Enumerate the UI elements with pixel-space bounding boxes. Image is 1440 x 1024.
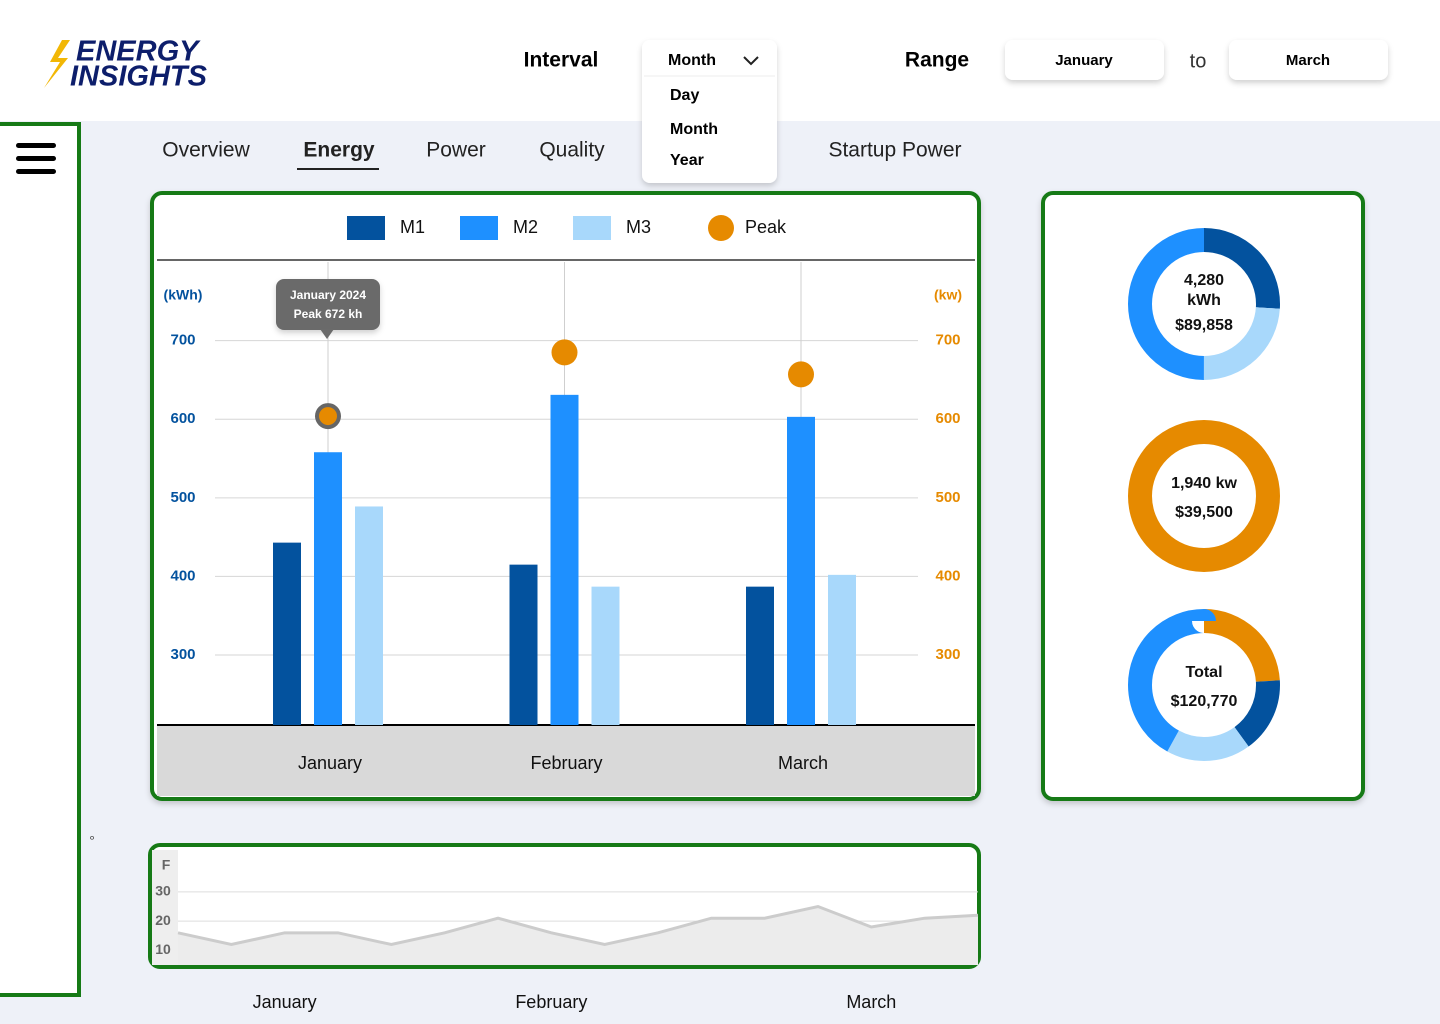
tab[interactable]: Quality bbox=[539, 139, 605, 162]
legend-swatch bbox=[347, 216, 385, 240]
peak-point[interactable] bbox=[319, 407, 337, 426]
tab[interactable]: Power bbox=[426, 139, 486, 162]
tab[interactable]: Startup Power bbox=[828, 139, 961, 162]
tooltip bbox=[276, 279, 380, 330]
donut-segment bbox=[1128, 228, 1280, 380]
area-fill bbox=[178, 906, 978, 965]
degree-mark: ° bbox=[89, 833, 95, 849]
donut-segment bbox=[1128, 228, 1280, 380]
legend-label: M3 bbox=[626, 217, 651, 237]
donut-segment bbox=[1128, 609, 1280, 761]
y-tick-label: 500 bbox=[170, 489, 195, 506]
menu-bar[interactable] bbox=[16, 143, 56, 148]
y-tick-label: 30 bbox=[155, 883, 171, 899]
range-from[interactable]: January bbox=[1055, 52, 1113, 69]
y2-tick-label: 400 bbox=[935, 567, 960, 584]
legend-swatch bbox=[573, 216, 611, 240]
bar[interactable] bbox=[787, 416, 815, 725]
interval-option[interactable]: Month bbox=[670, 121, 718, 138]
donut-label: $39,500 bbox=[1175, 504, 1233, 521]
y2-tick-label: 300 bbox=[935, 646, 960, 663]
y-tick-label: 300 bbox=[170, 646, 195, 663]
y2-tick-label: 600 bbox=[935, 410, 960, 427]
y-axis-label: F bbox=[162, 857, 171, 873]
legend-swatch bbox=[708, 215, 734, 241]
y-tick-label: 400 bbox=[170, 567, 195, 584]
interval-value[interactable]: Month bbox=[668, 52, 716, 69]
tooltip-text: January 2024 bbox=[290, 288, 366, 302]
menu-icon[interactable] bbox=[16, 143, 56, 174]
tab[interactable]: Overview bbox=[162, 139, 250, 162]
logo-bolt bbox=[44, 40, 70, 88]
x-axis-band bbox=[157, 726, 975, 796]
range-separator: to bbox=[1190, 50, 1207, 72]
bar[interactable] bbox=[509, 564, 538, 725]
y-tick-label: 20 bbox=[155, 912, 171, 928]
peak-point[interactable] bbox=[788, 361, 814, 388]
menu-bar[interactable] bbox=[16, 169, 56, 174]
chevron[interactable] bbox=[743, 56, 759, 66]
peak-point[interactable] bbox=[551, 339, 578, 366]
x-tick-label: March bbox=[846, 992, 896, 1012]
donut-label: $89,858 bbox=[1175, 317, 1233, 334]
bar[interactable] bbox=[591, 586, 620, 725]
range-to-box[interactable] bbox=[1229, 40, 1388, 80]
bar[interactable] bbox=[828, 574, 856, 725]
x-tick-label: February bbox=[515, 992, 587, 1012]
summary-card bbox=[1041, 191, 1365, 801]
bar[interactable] bbox=[314, 452, 342, 725]
logo-text: ENERGY bbox=[76, 36, 201, 68]
legend-swatch bbox=[460, 216, 498, 240]
donut-segment bbox=[1128, 420, 1280, 572]
donut-segment bbox=[1128, 609, 1280, 761]
tab[interactable]: Energy bbox=[303, 139, 375, 162]
tooltip-text: Peak 672 kh bbox=[294, 307, 363, 321]
donut-label: Total bbox=[1185, 664, 1222, 681]
menu-bar[interactable] bbox=[16, 156, 56, 161]
y2-tick-label: 500 bbox=[935, 489, 960, 506]
range-label: Range bbox=[905, 49, 969, 72]
donut-segment bbox=[1128, 609, 1280, 761]
x-tick-label: January bbox=[298, 753, 362, 773]
area-line bbox=[177, 904, 979, 947]
y-axis-label: (kWh) bbox=[164, 287, 203, 303]
sidebar bbox=[0, 122, 81, 997]
donut-label: 1,940 kw bbox=[1171, 475, 1237, 492]
y-tick-label: 700 bbox=[170, 332, 195, 349]
donut-label: 4,280 bbox=[1184, 272, 1224, 289]
y-axis-band bbox=[152, 850, 178, 965]
interval-option[interactable]: Day bbox=[670, 87, 699, 104]
x-tick-label: February bbox=[530, 753, 602, 773]
donut-label: $120,770 bbox=[1171, 693, 1238, 710]
bar[interactable] bbox=[746, 586, 774, 725]
y-tick-label: 10 bbox=[155, 941, 171, 957]
bar[interactable] bbox=[550, 394, 579, 725]
y2-axis-label: (kw) bbox=[934, 287, 962, 303]
x-tick-label: January bbox=[253, 992, 317, 1012]
logo-text: INSIGHTS bbox=[70, 61, 208, 93]
range-from-box[interactable] bbox=[1005, 40, 1164, 80]
bar[interactable] bbox=[355, 506, 383, 725]
interval-option[interactable]: Year bbox=[670, 152, 704, 169]
x-tick-label: March bbox=[778, 753, 828, 773]
legend-label: Peak bbox=[745, 217, 787, 237]
bar[interactable] bbox=[273, 542, 301, 725]
y-tick-label: 600 bbox=[170, 410, 195, 427]
legend-label: M2 bbox=[513, 217, 538, 237]
donut-label: kWh bbox=[1187, 292, 1221, 309]
y2-tick-label: 700 bbox=[935, 332, 960, 349]
legend-label: M1 bbox=[400, 217, 425, 237]
range-to[interactable]: March bbox=[1286, 52, 1330, 69]
tooltip-pointer bbox=[320, 329, 334, 339]
interval-label: Interval bbox=[524, 49, 599, 72]
